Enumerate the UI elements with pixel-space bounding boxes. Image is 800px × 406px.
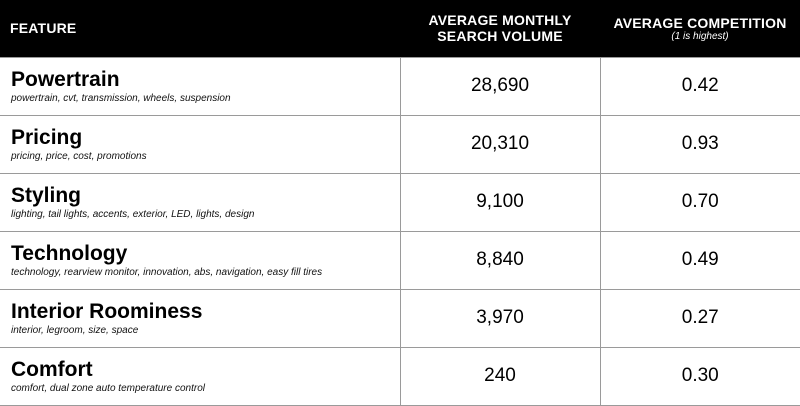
header-volume-line1: AVERAGE MONTHLY: [428, 12, 572, 29]
table-row: Technology technology, rearview monitor,…: [0, 230, 800, 290]
search-volume-cell: 28,690: [399, 56, 601, 116]
feature-cell: Styling lighting, tail lights, accents, …: [0, 172, 401, 232]
feature-keywords: lighting, tail lights, accents, exterior…: [11, 208, 255, 220]
feature-cell: Comfort comfort, dual zone auto temperat…: [0, 346, 401, 406]
feature-keywords: pricing, price, cost, promotions: [11, 150, 147, 162]
table-row: Styling lighting, tail lights, accents, …: [0, 172, 800, 232]
header-volume-line2: SEARCH VOLUME: [437, 28, 563, 45]
feature-keywords: powertrain, cvt, transmission, wheels, s…: [11, 92, 231, 104]
feature-name: Interior Roominess: [11, 299, 203, 323]
header-feature: FEATURE: [0, 0, 400, 57]
table-row: Interior Roominess interior, legroom, si…: [0, 288, 800, 348]
feature-cell: Powertrain powertrain, cvt, transmission…: [0, 56, 401, 116]
header-search-volume: AVERAGE MONTHLY SEARCH VOLUME: [400, 0, 600, 57]
search-volume-cell: 240: [399, 346, 601, 406]
feature-cell: Technology technology, rearview monitor,…: [0, 230, 401, 290]
search-volume-cell: 9,100: [399, 172, 601, 232]
search-volume-cell: 3,970: [399, 288, 601, 348]
header-feature-label: FEATURE: [10, 20, 77, 37]
feature-cell: Interior Roominess interior, legroom, si…: [0, 288, 401, 348]
feature-keywords: comfort, dual zone auto temperature cont…: [11, 382, 205, 394]
feature-name: Comfort: [11, 357, 93, 381]
header-competition-note: (1 is highest): [671, 30, 729, 42]
table-row: Comfort comfort, dual zone auto temperat…: [0, 346, 800, 406]
search-volume-cell: 8,840: [399, 230, 601, 290]
feature-name: Styling: [11, 183, 82, 207]
header-competition: AVERAGE COMPETITION (1 is highest): [600, 0, 800, 57]
header-row: FEATURE AVERAGE MONTHLY SEARCH VOLUME AV…: [0, 0, 800, 57]
header-competition-label: AVERAGE COMPETITION: [613, 14, 787, 31]
feature-name: Pricing: [11, 125, 83, 149]
competition-cell: 0.30: [599, 346, 800, 406]
competition-cell: 0.42: [599, 56, 800, 116]
competition-cell: 0.27: [599, 288, 800, 348]
feature-keywords: interior, legroom, size, space: [11, 324, 139, 336]
feature-keywords: technology, rearview monitor, innovation…: [11, 266, 323, 278]
feature-name: Technology: [11, 241, 128, 265]
competition-cell: 0.93: [599, 114, 800, 174]
feature-name: Powertrain: [11, 67, 120, 91]
table-row: Pricing pricing, price, cost, promotions…: [0, 114, 800, 174]
competition-cell: 0.49: [599, 230, 800, 290]
competition-cell: 0.70: [599, 172, 800, 232]
search-volume-cell: 20,310: [399, 114, 601, 174]
table-row: Powertrain powertrain, cvt, transmission…: [0, 56, 800, 116]
table-body: Powertrain powertrain, cvt, transmission…: [0, 56, 800, 406]
table-header: FEATURE AVERAGE MONTHLY SEARCH VOLUME AV…: [0, 0, 800, 57]
feature-cell: Pricing pricing, price, cost, promotions: [0, 114, 401, 174]
